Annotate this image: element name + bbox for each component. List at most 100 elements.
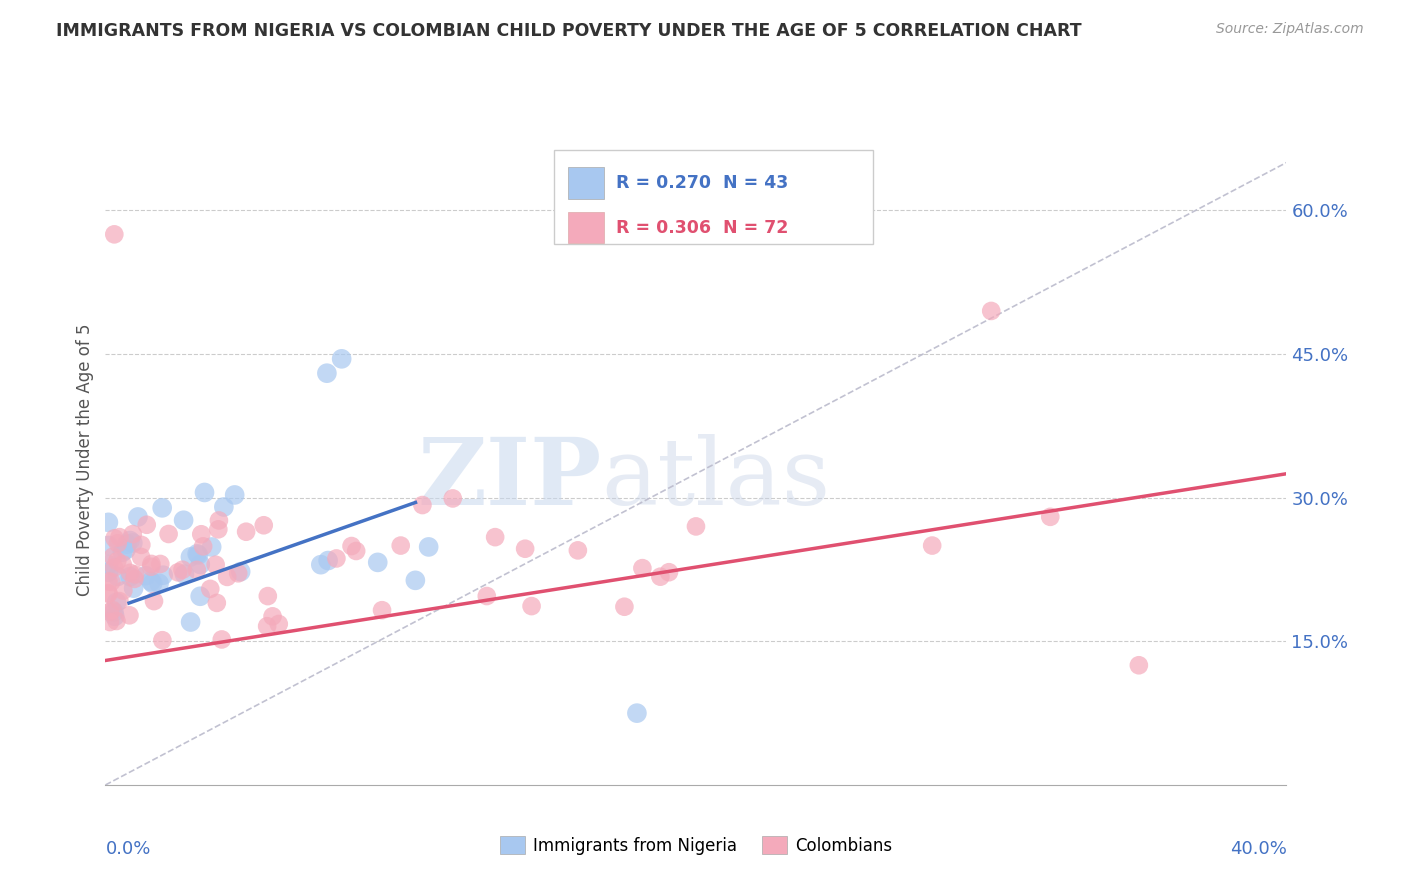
Point	[98, 605, 121, 619]
Point	[111, 545, 134, 559]
Point	[103, 227, 125, 242]
Point	[411, 498, 433, 512]
Point	[188, 589, 211, 603]
Point	[167, 566, 190, 580]
Point	[105, 554, 128, 568]
Point	[180, 615, 202, 629]
Point	[101, 603, 124, 617]
Point	[108, 530, 131, 544]
Point	[105, 614, 128, 628]
Point	[112, 583, 135, 598]
Text: atlas: atlas	[602, 434, 831, 524]
Text: R = 0.270  N = 43: R = 0.270 N = 43	[616, 174, 787, 192]
Point	[186, 547, 208, 561]
Point	[124, 567, 146, 582]
Point	[101, 549, 124, 564]
Point	[325, 551, 347, 566]
Point	[135, 517, 157, 532]
Point	[207, 522, 229, 536]
Y-axis label: Child Poverty Under the Age of 5: Child Poverty Under the Age of 5	[76, 323, 94, 596]
Point	[262, 609, 284, 624]
Text: ZIP: ZIP	[418, 434, 602, 524]
Point	[179, 549, 201, 564]
Point	[226, 566, 249, 581]
Point	[149, 557, 172, 571]
Point	[108, 594, 131, 608]
Point	[1039, 509, 1062, 524]
Text: Source: ZipAtlas.com: Source: ZipAtlas.com	[1216, 22, 1364, 37]
Point	[152, 568, 174, 582]
Point	[98, 615, 121, 629]
Point	[1128, 658, 1150, 673]
Point	[201, 540, 224, 554]
Point	[567, 543, 589, 558]
Point	[104, 609, 127, 624]
Point	[613, 599, 636, 614]
Point	[105, 595, 128, 609]
Point	[513, 541, 536, 556]
Point	[97, 558, 120, 572]
Point	[212, 500, 235, 514]
Point	[150, 633, 173, 648]
Point	[267, 617, 290, 632]
Point	[256, 589, 278, 603]
Point	[315, 366, 337, 380]
Point	[235, 524, 257, 539]
Point	[344, 544, 367, 558]
Point	[191, 539, 214, 553]
Point	[921, 539, 943, 553]
Point	[142, 576, 165, 591]
Point	[97, 587, 120, 601]
Point	[316, 553, 339, 567]
Point	[193, 485, 215, 500]
Point	[129, 549, 152, 564]
Point	[204, 558, 226, 572]
Point	[150, 500, 173, 515]
Point	[97, 516, 120, 530]
Point	[367, 555, 389, 569]
Point	[103, 605, 125, 619]
Point	[107, 569, 129, 583]
Point	[115, 537, 138, 551]
Point	[139, 574, 162, 589]
Point	[418, 540, 440, 554]
Point	[200, 582, 222, 596]
Point	[103, 531, 125, 545]
Point	[157, 527, 180, 541]
FancyBboxPatch shape	[568, 212, 603, 244]
Point	[256, 619, 278, 633]
Point	[111, 558, 134, 572]
Point	[172, 563, 194, 577]
Point	[658, 565, 681, 579]
Point	[309, 558, 332, 572]
Point	[173, 513, 195, 527]
Point	[253, 518, 276, 533]
Point	[100, 574, 122, 589]
Point	[141, 557, 163, 571]
Text: 40.0%: 40.0%	[1230, 840, 1286, 858]
Point	[103, 560, 125, 574]
Point	[118, 608, 141, 623]
Point	[229, 565, 252, 579]
Point	[205, 596, 228, 610]
Point	[371, 603, 394, 617]
Point	[131, 538, 153, 552]
Point	[186, 563, 208, 577]
FancyBboxPatch shape	[554, 150, 873, 244]
Point	[124, 572, 146, 586]
FancyBboxPatch shape	[568, 168, 603, 199]
Point	[97, 539, 120, 553]
Point	[685, 519, 707, 533]
Text: 0.0%: 0.0%	[105, 840, 150, 858]
Point	[330, 351, 353, 366]
Text: IMMIGRANTS FROM NIGERIA VS COLOMBIAN CHILD POVERTY UNDER THE AGE OF 5 CORRELATIO: IMMIGRANTS FROM NIGERIA VS COLOMBIAN CHI…	[56, 22, 1081, 40]
Point	[208, 513, 231, 527]
Point	[141, 559, 163, 574]
Point	[340, 539, 363, 553]
Point	[626, 706, 648, 720]
Point	[631, 561, 654, 575]
Point	[484, 530, 506, 544]
Point	[650, 570, 672, 584]
Point	[188, 558, 211, 572]
Point	[211, 632, 233, 647]
